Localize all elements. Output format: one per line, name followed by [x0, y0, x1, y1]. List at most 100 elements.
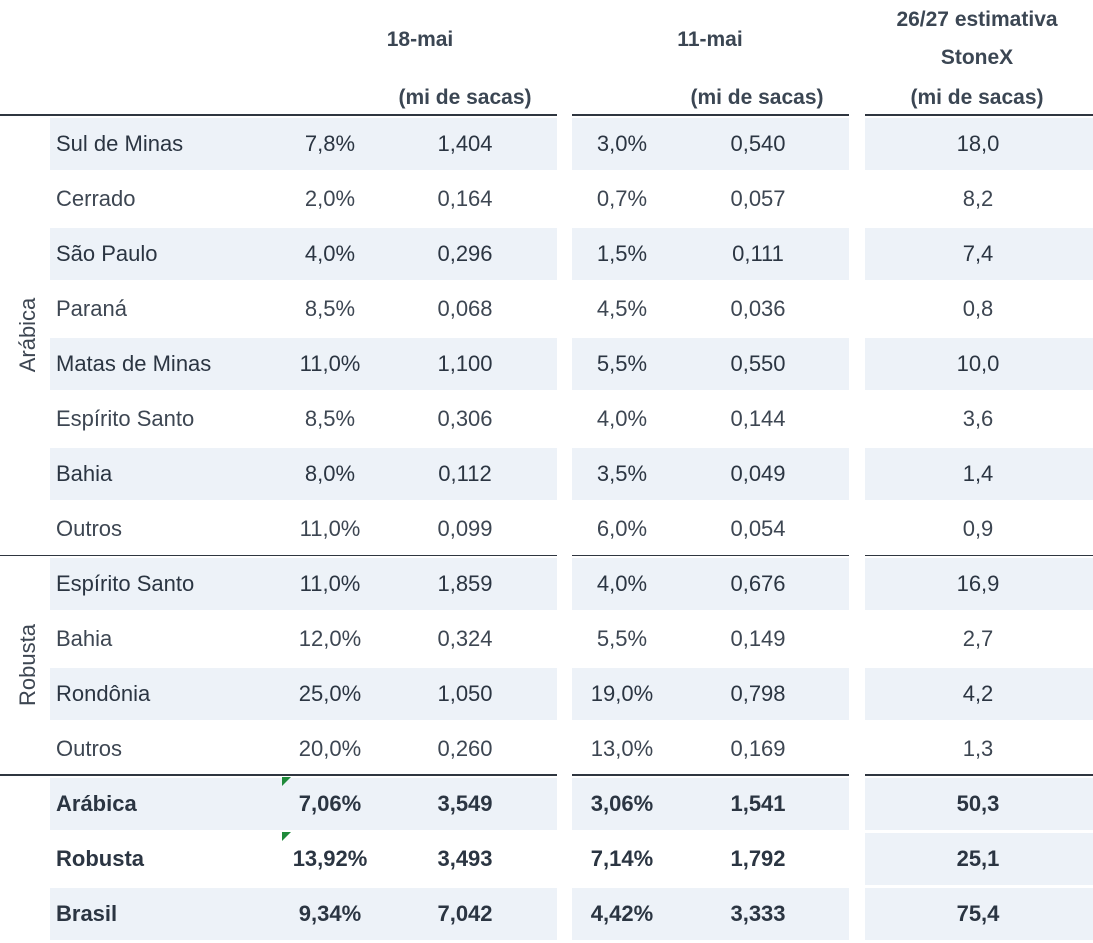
cell-p18: 11,0%: [299, 571, 361, 596]
cell-p18: 12,0%: [298, 626, 362, 651]
cell-est: 4,2: [962, 681, 994, 706]
cell-v18: 0,260: [437, 736, 493, 761]
rule-group-mid: [572, 555, 849, 556]
cell-v11: 0,149: [730, 626, 786, 651]
rule-group-left: [0, 555, 557, 556]
cell-p11: 19,0%: [590, 681, 654, 706]
cell-est: 10,0: [956, 351, 1000, 376]
cell-region: Matas de Minas: [56, 351, 212, 376]
header-11mai: 11-mai: [677, 28, 743, 51]
cell-p18: 4,0%: [304, 241, 356, 266]
cell-p18: 7,06%: [298, 791, 362, 816]
cell-est: 3,6: [962, 406, 994, 431]
cell-region: Espírito Santo: [56, 406, 195, 431]
cell-p18: 11,0%: [299, 351, 361, 376]
cell-v18: 0,164: [437, 186, 493, 211]
rule-header-right: [865, 114, 1093, 116]
unit-estimate: (mi de sacas): [910, 86, 1044, 109]
cell-est: 75,4: [956, 901, 1000, 926]
cell-v18: 0,112: [438, 461, 492, 486]
cell-v18: 0,306: [437, 406, 493, 431]
cell-est: 16,9: [956, 571, 1000, 596]
cell-p11: 0,7%: [596, 186, 648, 211]
cell-p18: 20,0%: [298, 736, 362, 761]
rule-header-left: [0, 114, 557, 116]
cell-region: Outros: [56, 516, 123, 541]
cell-v18: 1,100: [437, 351, 493, 376]
cell-v18: 7,042: [437, 901, 493, 926]
cell-p11: 4,0%: [596, 406, 648, 431]
cell-p18: 25,0%: [298, 681, 362, 706]
unit-11mai: (mi de sacas): [690, 86, 824, 109]
cell-p18: 9,34%: [298, 901, 362, 926]
cell-v18: 0,068: [437, 296, 493, 321]
cell-v11: 0,676: [730, 571, 786, 596]
cell-est: 1,4: [962, 461, 994, 486]
cell-p11: 6,0%: [596, 516, 648, 541]
cell-v11: 3,333: [730, 901, 786, 926]
cell-est: 7,4: [962, 241, 994, 266]
cell-region: São Paulo: [56, 241, 158, 266]
cell-v18: 3,549: [437, 791, 493, 816]
cell-v18: 1,404: [437, 131, 493, 156]
group-label-robusta: Robusta: [15, 624, 40, 706]
cell-v11: 0,144: [730, 406, 786, 431]
cell-region: Rondônia: [56, 681, 151, 706]
cell-p11: 4,0%: [596, 571, 648, 596]
header-estimate-line2: StoneX: [940, 46, 1014, 69]
cell-p18: 13,92%: [292, 846, 368, 871]
cell-est: 0,9: [962, 516, 994, 541]
cell-est: 25,1: [956, 846, 1000, 871]
rule-totals-right: [865, 774, 1093, 776]
cell-region: Sul de Minas: [56, 131, 184, 156]
cell-est: 0,8: [962, 296, 994, 321]
rule-header-mid: [572, 114, 849, 116]
cell-est: 8,2: [962, 186, 994, 211]
cell-p11: 1,5%: [596, 241, 648, 266]
cell-v18: 1,859: [437, 571, 493, 596]
cell-v11: 0,049: [730, 461, 786, 486]
cell-v11: 0,540: [730, 131, 786, 156]
cell-est: 18,0: [956, 131, 1000, 156]
cell-v11: 0,169: [730, 736, 786, 761]
cell-p11: 13,0%: [590, 736, 654, 761]
cell-flag-arabica: [282, 777, 291, 786]
cell-region: Paraná: [56, 296, 127, 321]
cell-v18: 0,324: [437, 626, 493, 651]
group-label-arabica: Arábica: [15, 297, 40, 373]
cell-v18: 3,493: [437, 846, 493, 871]
cell-v18: 0,296: [437, 241, 493, 266]
cell-region: Arábica: [56, 791, 137, 816]
cell-p11: 3,5%: [596, 461, 648, 486]
cell-v11: 0,111: [732, 241, 784, 266]
cell-region: Bahia: [56, 626, 113, 651]
cell-flag-robusta: [282, 832, 291, 841]
cell-region: Espírito Santo: [56, 571, 195, 596]
cell-v18: 0,099: [437, 516, 493, 541]
cell-p18: 8,5%: [304, 296, 356, 321]
cell-est: 1,3: [962, 736, 994, 761]
cell-p18: 7,8%: [304, 131, 356, 156]
cell-p18: 8,0%: [304, 461, 356, 486]
cell-p11: 5,5%: [596, 626, 648, 651]
cell-v18: 1,050: [437, 681, 493, 706]
cell-v11: 0,054: [730, 516, 786, 541]
cell-p11: 3,06%: [590, 791, 654, 816]
cell-p18: 8,5%: [304, 406, 356, 431]
cell-est: 50,3: [956, 791, 1000, 816]
cell-region: Cerrado: [56, 186, 136, 211]
cell-p18: 2,0%: [304, 186, 356, 211]
rule-group-right: [865, 555, 1093, 556]
header-18mai: 18-mai: [386, 28, 454, 51]
unit-18mai: (mi de sacas): [398, 86, 532, 109]
rule-totals-mid: [572, 774, 849, 776]
cell-p11: 4,5%: [596, 296, 648, 321]
cell-region: Brasil: [56, 901, 118, 926]
cell-v11: 0,036: [730, 296, 786, 321]
cell-v11: 1,792: [730, 846, 786, 871]
cell-v11: 0,550: [730, 351, 786, 376]
cell-v11: 0,057: [730, 186, 786, 211]
cell-region: Bahia: [56, 461, 113, 486]
cell-region: Robusta: [56, 846, 144, 871]
cell-p11: 5,5%: [596, 351, 648, 376]
